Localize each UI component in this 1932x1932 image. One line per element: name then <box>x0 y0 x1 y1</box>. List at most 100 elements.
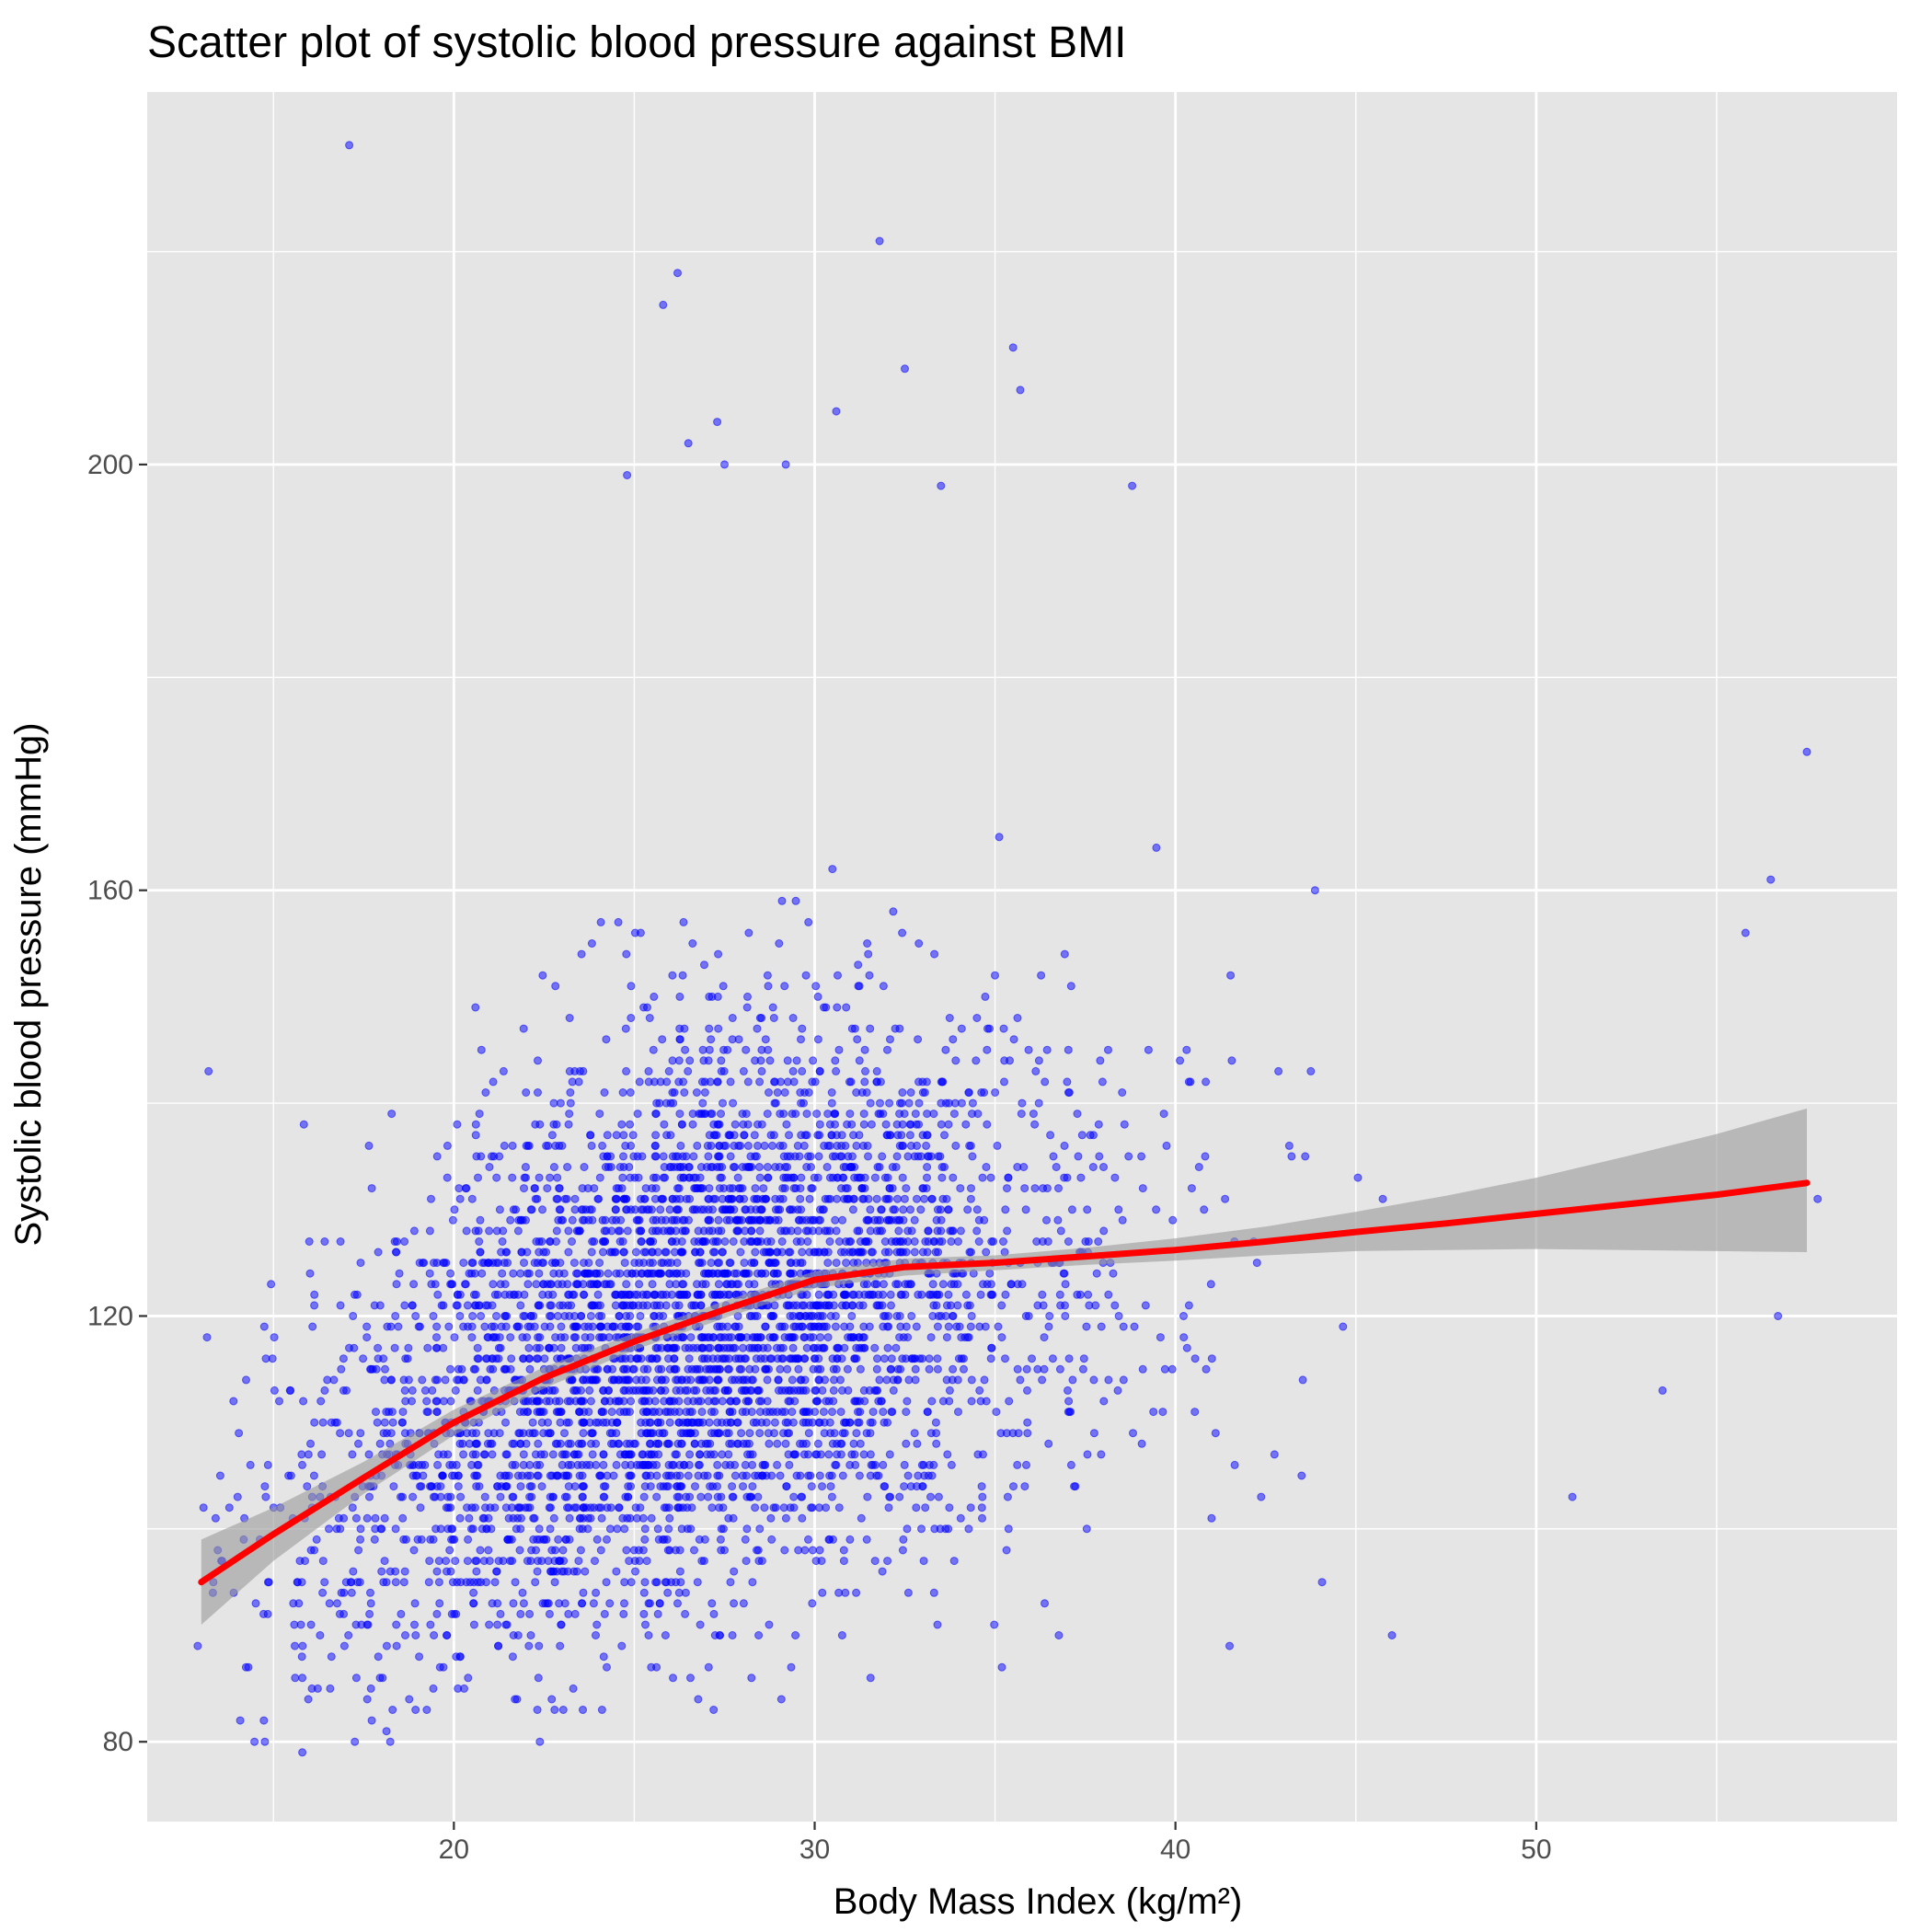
scatter-point <box>495 1429 504 1438</box>
scatter-point <box>807 1482 816 1491</box>
scatter-point <box>867 1120 876 1129</box>
scatter-point <box>739 1482 747 1491</box>
scatter-point <box>743 1141 753 1150</box>
scatter-point <box>646 1237 655 1246</box>
scatter-point <box>434 1578 443 1587</box>
scatter-point <box>748 1343 757 1352</box>
scatter-point <box>926 1492 935 1501</box>
scatter-point <box>739 1120 748 1129</box>
scatter-point <box>769 1014 778 1022</box>
scatter-point <box>884 1322 893 1331</box>
scatter-point <box>825 1418 834 1427</box>
scatter-point <box>816 1333 825 1342</box>
scatter-point <box>752 1418 761 1427</box>
scatter-point <box>622 1205 631 1214</box>
scatter-point <box>876 1077 885 1087</box>
scatter-point <box>929 1110 938 1119</box>
scatter-point <box>791 1322 800 1331</box>
scatter-point <box>332 1524 341 1534</box>
scatter-point <box>640 1194 649 1203</box>
scatter-point <box>769 1503 778 1512</box>
scatter-point <box>390 1343 399 1352</box>
scatter-point <box>351 1737 360 1746</box>
scatter-point <box>827 1088 836 1097</box>
scatter-point <box>757 1397 766 1406</box>
scatter-point <box>627 1578 636 1587</box>
scatter-point <box>981 1322 990 1331</box>
scatter-point <box>524 1354 534 1363</box>
scatter-point <box>906 1141 915 1150</box>
scatter-point <box>795 1215 804 1225</box>
scatter-point <box>692 1088 701 1097</box>
scatter-point <box>654 1450 663 1459</box>
scatter-point <box>701 1237 710 1246</box>
scatter-point <box>1056 1226 1065 1236</box>
scatter-point <box>310 1418 319 1427</box>
scatter-point <box>963 1205 972 1214</box>
scatter-point <box>320 1386 329 1395</box>
scatter-point <box>390 1237 399 1246</box>
scatter-point <box>517 1513 525 1523</box>
scatter-point <box>745 1364 754 1374</box>
scatter-point <box>845 1322 855 1331</box>
scatter-point <box>982 1163 991 1171</box>
scatter-point <box>546 1237 555 1246</box>
scatter-point <box>857 1088 867 1097</box>
scatter-point <box>789 1503 799 1512</box>
scatter-point <box>726 1152 735 1161</box>
scatter-point <box>1113 1386 1122 1395</box>
scatter-point <box>432 1333 441 1342</box>
scatter-point <box>550 1706 559 1714</box>
scatter-point <box>439 1397 448 1406</box>
scatter-point <box>632 1460 641 1469</box>
scatter-point <box>832 1226 841 1236</box>
scatter-point <box>581 1205 591 1214</box>
scatter-point <box>318 1557 328 1566</box>
scatter-point <box>420 1386 430 1395</box>
scatter-point <box>899 1205 908 1214</box>
scatter-point <box>1002 1546 1011 1555</box>
scatter-point <box>852 1429 861 1438</box>
scatter-point <box>1032 1237 1041 1246</box>
scatter-point <box>957 1024 966 1033</box>
scatter-point <box>765 1354 775 1363</box>
scatter-point <box>684 1163 694 1171</box>
scatter-point <box>926 1429 936 1438</box>
scatter-point <box>564 1418 573 1427</box>
scatter-point <box>713 418 722 427</box>
scatter-point <box>443 1141 452 1150</box>
scatter-point <box>847 1024 857 1033</box>
scatter-point <box>857 1184 867 1193</box>
scatter-point <box>937 1215 946 1225</box>
scatter-point <box>1211 1429 1220 1438</box>
scatter-point <box>1053 1215 1063 1225</box>
scatter-point <box>1001 1205 1010 1214</box>
scatter-point <box>436 1524 445 1534</box>
scatter-point <box>719 982 728 991</box>
scatter-point <box>757 1205 766 1214</box>
scatter-point <box>694 1460 703 1469</box>
scatter-point <box>639 1003 649 1012</box>
scatter-point <box>535 1269 544 1278</box>
scatter-point <box>1120 1120 1129 1129</box>
scatter-point <box>617 1120 627 1129</box>
scatter-point <box>938 1194 948 1203</box>
scatter-point <box>792 1471 801 1480</box>
scatter-point <box>831 1152 840 1161</box>
scatter-point <box>595 1471 604 1480</box>
scatter-point <box>894 1226 903 1236</box>
scatter-point <box>674 1290 684 1299</box>
scatter-point <box>660 1503 669 1512</box>
scatter-point <box>725 1439 734 1448</box>
scatter-point <box>943 1450 952 1459</box>
scatter-point <box>949 1557 959 1566</box>
scatter-point <box>709 1609 719 1618</box>
scatter-point <box>631 1248 640 1257</box>
scatter-point <box>351 1620 361 1629</box>
scatter-point <box>623 471 632 479</box>
scatter-point <box>619 1408 628 1417</box>
scatter-point <box>724 1194 733 1203</box>
scatter-point <box>653 1609 662 1618</box>
scatter-point <box>533 1194 542 1203</box>
scatter-point <box>903 1588 913 1597</box>
